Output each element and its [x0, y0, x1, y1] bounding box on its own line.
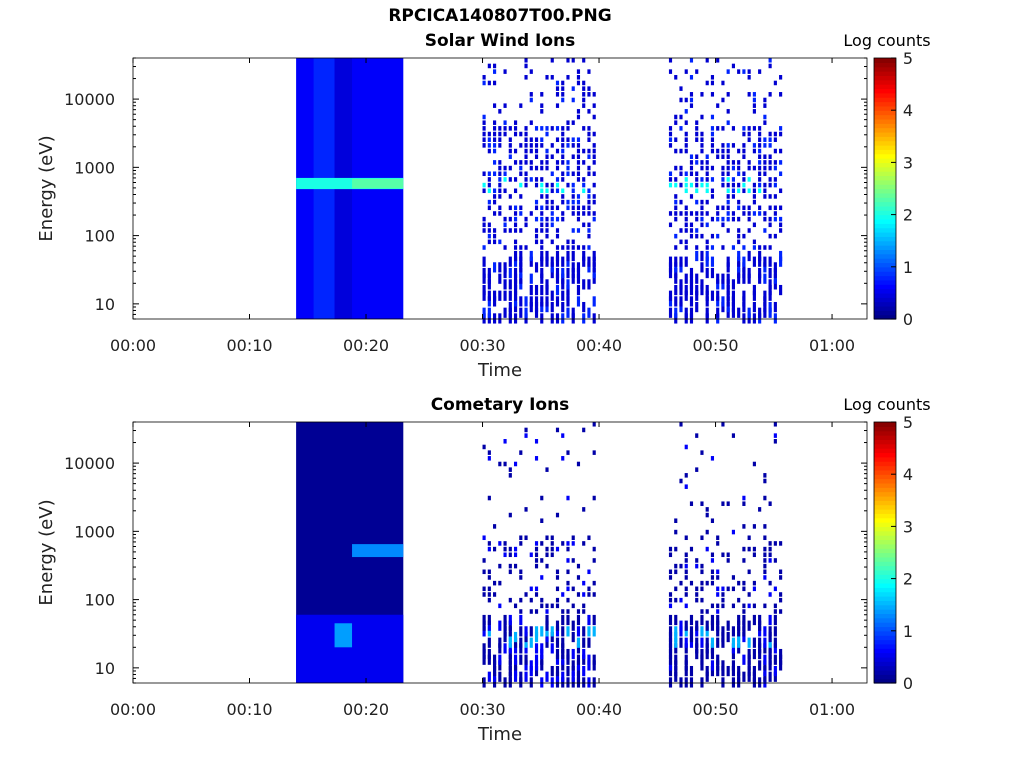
panel-1-y-tick-1: 10 [95, 295, 115, 314]
panel-2-title: Cometary Ions [430, 395, 570, 415]
colorbar-1-label: Log counts [843, 31, 931, 50]
panel-1-x-tick-2: 00:10 [226, 336, 272, 355]
panel-1-x-tick-5: 00:40 [576, 336, 622, 355]
panel-2-x-tick-3: 00:20 [343, 700, 389, 719]
panel-1-y-tick-4: 10000 [64, 90, 115, 109]
panel-1-ylabel: Energy (eV) [36, 135, 57, 241]
panel-1-burst-1 [482, 58, 596, 324]
panel-2-burst-1 [482, 422, 596, 688]
panel-1-title: Solar Wind Ions [424, 31, 576, 51]
panel-2-y-ticks: 10 100 1000 10000 [64, 421, 867, 684]
panel-1-colorbar-tick-3: 2 [903, 206, 913, 225]
panel-2-burst-2 [668, 422, 783, 688]
panel-2-xlabel: Time [477, 724, 522, 745]
panel-2-x-tick-1: 00:00 [110, 700, 156, 719]
panel-2-y-tick-2: 100 [84, 591, 115, 610]
panel-2-colorbar-tick-4: 3 [903, 517, 913, 536]
panel-1-block-5 [352, 178, 404, 189]
panel-2-colorbar: 0 1 2 3 4 5 [873, 413, 913, 693]
panel-2-plot-area [296, 422, 783, 688]
panel-2-x-tick-2: 00:10 [226, 700, 272, 719]
panel-2-colorbar-frame [873, 421, 897, 684]
panel-1-y-tick-2: 100 [84, 227, 115, 246]
panel-1-burst-2 [668, 58, 783, 324]
panel-1-x-tick-7: 01:00 [809, 336, 855, 355]
panel-1-y-tick-3: 1000 [74, 158, 115, 177]
panel-2-colorbar-tick-3: 2 [903, 570, 913, 589]
panel-2-ylabel: Energy (eV) [36, 499, 57, 605]
panel-2-colorbar-tick-6: 5 [903, 413, 913, 432]
panel-2-x-tick-4: 00:30 [459, 700, 505, 719]
panel-1-colorbar-tick-1: 0 [903, 310, 913, 329]
panel-2-y-tick-3: 1000 [74, 522, 115, 541]
panel-1-frame [132, 57, 868, 320]
panel-2-block-3 [334, 623, 353, 648]
panel-1-colorbar-frame [873, 57, 897, 320]
figure-title: RPCICA140807T00.PNG [388, 6, 612, 26]
panel-1-y-ticks: 10 100 1000 10000 [64, 57, 867, 320]
panel-1-x-tick-3: 00:20 [343, 336, 389, 355]
panel-1-colorbar: 0 1 2 3 4 5 [873, 49, 913, 329]
panel-2-frame [132, 421, 868, 684]
panel-1-x-tick-4: 00:30 [459, 336, 505, 355]
panel-1-xlabel: Time [477, 360, 522, 381]
panel-2-block-4 [352, 544, 404, 558]
panel-2-x-tick-6: 00:50 [692, 700, 738, 719]
panel-1-x-tick-1: 00:00 [110, 336, 156, 355]
panel-2-x-tick-5: 00:40 [576, 700, 622, 719]
panel-1-colorbar-tick-2: 1 [903, 258, 913, 277]
panel-2-x-tick-7: 01:00 [809, 700, 855, 719]
panel-1-colorbar-tick-5: 4 [903, 101, 913, 120]
panel-1-x-tick-6: 00:50 [692, 336, 738, 355]
panel-2-colorbar-tick-1: 0 [903, 674, 913, 693]
panel-2-y-tick-4: 10000 [64, 454, 115, 473]
panel-1-colorbar-tick-6: 5 [903, 49, 913, 68]
panel-1-block-4 [296, 177, 404, 190]
panel-1-x-ticks: 00:00 00:10 00:20 00:30 00:40 00:50 01:00 [110, 58, 855, 355]
panel-1-plot-area [296, 58, 783, 324]
panel-2-x-ticks: 00:00 00:10 00:20 00:30 00:40 00:50 01:00 [110, 422, 855, 719]
colorbar-2-label: Log counts [843, 395, 931, 414]
panel-2-colorbar-tick-5: 4 [903, 465, 913, 484]
panel-1-colorbar-tick-4: 3 [903, 153, 913, 172]
panel-2-y-tick-1: 10 [95, 659, 115, 678]
panel-2-colorbar-tick-2: 1 [903, 622, 913, 641]
